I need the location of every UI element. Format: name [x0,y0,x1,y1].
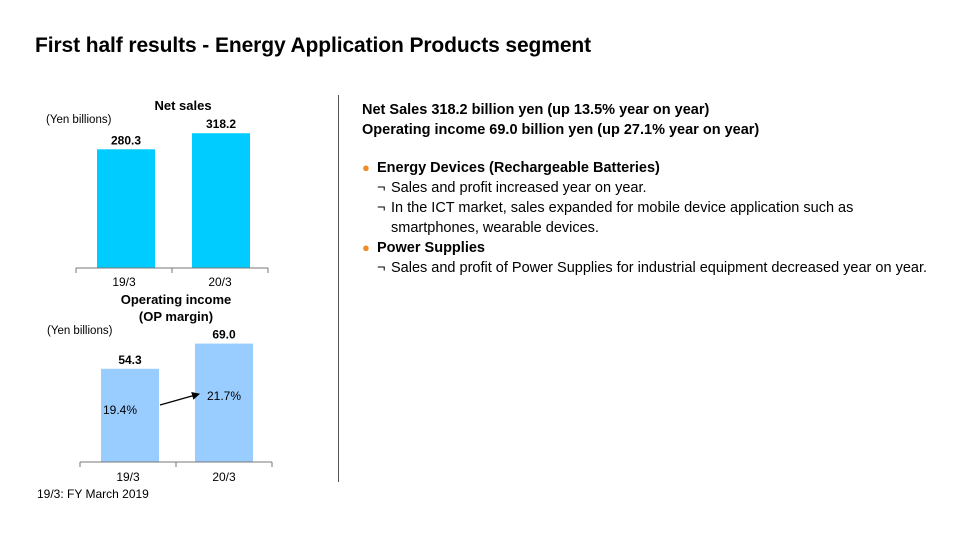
segment-heading: ● Power Supplies [362,238,942,258]
results-summary-panel: Net Sales 318.2 billion yen (up 13.5% ye… [362,100,942,278]
op-income-bar [101,368,159,462]
op-income-unit-label: (Yen billions) [47,325,113,337]
summary-block: Net Sales 318.2 billion yen (up 13.5% ye… [362,100,942,140]
net-sales-bar [192,133,250,268]
net-sales-summary: Net Sales 318.2 billion yen (up 13.5% ye… [362,102,710,118]
op-income-data-label: 69.0 [212,328,236,342]
op-income-tick-label: 20/3 [212,470,236,484]
net-sales-chart: Net sales (Yen billions) 280.3 318.2 19/3… [46,98,269,289]
net-sales-data-label: 280.3 [111,133,141,147]
vertical-divider [338,95,339,482]
op-income-tick-label: 19/3 [116,470,140,484]
list-item-text: Sales and profit of Power Supplies for i… [391,260,928,276]
list-item: ¬ Sales and profit increased year on yea… [377,178,942,198]
sub-bullet-icon: ¬ [377,260,386,276]
page-title: First half results - Energy Application … [35,34,592,57]
segment-label: Power Supplies [377,240,485,256]
list-item-text: Sales and profit increased year on year. [391,180,647,196]
list-item: ¬ Sales and profit of Power Supplies for… [377,258,942,278]
segment-label: Energy Devices (Rechargeable Batteries) [377,160,660,176]
segment-heading: ● Energy Devices (Rechargeable Batteries… [362,158,942,178]
operating-income-chart: Operating income (OP margin) (Yen billio… [47,292,273,484]
bullet-icon: ● [362,240,370,255]
net-sales-title: Net sales [154,98,211,113]
net-sales-bars: 280.3 318.2 [97,117,250,268]
op-income-bar [195,343,253,462]
op-income-data-label: 54.3 [118,353,142,367]
op-income-margin-label: 19.4% [103,403,137,417]
sub-bullet-icon: ¬ [377,180,386,196]
segment-bullets: ● Energy Devices (Rechargeable Batteries… [362,158,942,278]
sub-bullet-icon: ¬ [377,200,386,216]
net-sales-tick-label: 19/3 [112,275,136,289]
op-income-bars: 54.3 19.4% 69.0 21.7% [101,328,253,462]
operating-income-summary: Operating income 69.0 billion yen (up 27… [362,122,760,138]
net-sales-data-label: 318.2 [206,117,236,131]
footnote: 19/3: FY March 2019 [37,487,149,501]
net-sales-bar [97,149,155,268]
list-item-text: In the ICT market, sales expanded for mo… [391,200,854,236]
net-sales-unit-label: (Yen billions) [46,114,112,126]
op-income-title-line2: (OP margin) [139,309,213,324]
list-item: ¬ In the ICT market, sales expanded for … [377,198,942,238]
op-income-title-line1: Operating income [121,292,232,307]
bullet-icon: ● [362,160,370,175]
net-sales-tick-label: 20/3 [208,275,232,289]
op-income-margin-label: 21.7% [207,389,241,403]
margin-growth-arrow [159,392,200,406]
